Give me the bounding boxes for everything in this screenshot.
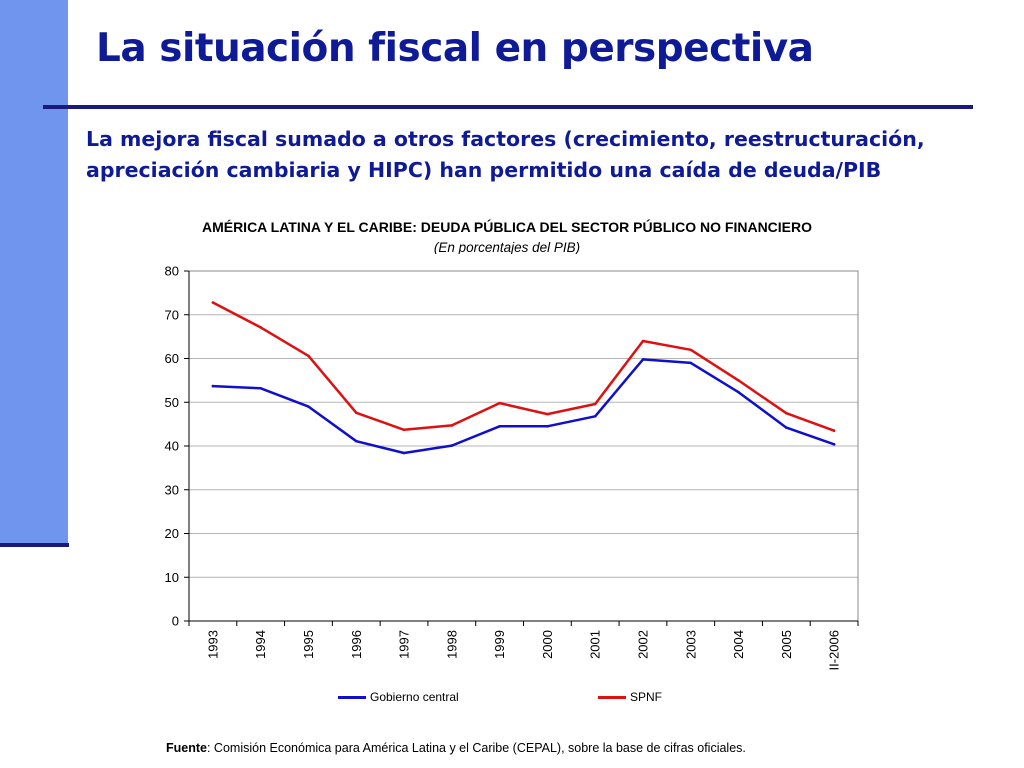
source-note: Fuente: Comisión Económica para América … — [166, 741, 966, 755]
data-point-spnf-1998 — [450, 424, 454, 427]
x-tick-label-1993: 1993 — [205, 630, 220, 659]
data-point-spnf-1996 — [354, 411, 358, 415]
y-tick-label-40: 40 — [165, 439, 179, 454]
side-accent-bar — [0, 0, 68, 545]
x-tick-label-1998: 1998 — [444, 630, 459, 659]
side-accent-underline — [0, 543, 69, 547]
data-point-gobierno-central-1994 — [259, 386, 262, 390]
y-tick-label-30: 30 — [165, 482, 179, 497]
series-line-spnf — [211, 301, 836, 432]
x-tick-label-1997: 1997 — [397, 630, 412, 659]
data-point-gobierno-central-1997 — [402, 451, 406, 455]
y-tick-label-10: 10 — [165, 570, 179, 585]
data-point-spnf-2004 — [737, 379, 740, 382]
source-text: : Comisión Económica para América Latina… — [206, 741, 746, 755]
x-tick-label-1994: 1994 — [253, 630, 268, 659]
y-tick-label-70: 70 — [165, 307, 179, 322]
data-point-gobierno-central-2004 — [737, 390, 740, 394]
x-tick-label-2000: 2000 — [540, 630, 555, 659]
y-tick-label-50: 50 — [165, 395, 179, 410]
data-point-gobierno-central-1996 — [354, 439, 358, 443]
x-tick-label-2003: 2003 — [683, 630, 698, 659]
data-point-gobierno-central-1999 — [498, 425, 501, 428]
y-tick-label-60: 60 — [165, 351, 179, 366]
data-point-gobierno-central-1995 — [307, 405, 310, 408]
data-point-spnf-2003 — [689, 348, 693, 352]
slide-subtitle: La mejora fiscal sumado a otros factores… — [86, 127, 925, 182]
data-point-gobierno-central-1993 — [211, 384, 215, 388]
x-tick-label-1999: 1999 — [492, 630, 507, 659]
data-point-spnf-1999 — [498, 401, 501, 405]
data-point-spnf-1993 — [211, 301, 215, 304]
data-point-gobierno-central-2001 — [593, 414, 597, 418]
data-point-spnf-1995 — [307, 354, 310, 358]
data-point-spnf-2002 — [641, 339, 645, 343]
x-tick-label-1996: 1996 — [349, 630, 364, 659]
data-point-spnf-2001 — [593, 402, 597, 406]
y-tick-label-80: 80 — [165, 264, 179, 279]
series-line-gobierno-central — [211, 358, 836, 455]
x-tick-label-2004: 2004 — [731, 630, 746, 659]
data-point-gobierno-central-2000 — [546, 425, 549, 428]
chart-subtitle-wrap: (En porcentajes del PIB) — [0, 238, 1014, 254]
data-point-spnf-1997 — [402, 428, 406, 432]
chart-title: AMÉRICA LATINA Y EL CARIBE: DEUDA PÚBLIC… — [201, 219, 813, 235]
data-point-gobierno-central-1998 — [450, 444, 454, 447]
legend-swatch-spnf — [598, 695, 626, 699]
x-tick-label-1995: 1995 — [301, 630, 316, 659]
legend-swatch-gobierno-central — [338, 695, 366, 699]
title-divider — [43, 105, 973, 109]
legend-item-spnf: SPNF — [598, 690, 662, 704]
legend-label-gobierno-central: Gobierno central — [370, 690, 459, 704]
chart-subtitle: (En porcentajes del PIB) — [433, 240, 581, 254]
x-tick-label-2005: 2005 — [779, 630, 794, 659]
x-tick-label-2001: 2001 — [588, 630, 603, 659]
data-point-spnf-1994 — [259, 326, 262, 329]
data-point-gobierno-central-II-2006 — [832, 442, 836, 446]
legend-item-gobierno-central: Gobierno central — [338, 690, 459, 704]
data-point-spnf-2000 — [546, 412, 549, 416]
data-point-gobierno-central-2003 — [689, 361, 693, 365]
data-point-gobierno-central-2002 — [641, 358, 645, 361]
x-tick-label-II-2006: II-2006 — [827, 630, 842, 670]
source-label: Fuente — [166, 741, 207, 755]
x-tick-label-2002: 2002 — [635, 630, 650, 659]
slide-title: La situación fiscal en perspectiva — [96, 26, 814, 71]
data-point-spnf-II-2006 — [832, 429, 836, 432]
y-tick-label-20: 20 — [165, 526, 179, 541]
y-tick-label-0: 0 — [172, 614, 179, 629]
data-point-spnf-2005 — [785, 411, 788, 415]
data-point-gobierno-central-2005 — [785, 426, 788, 429]
legend-label-spnf: SPNF — [630, 690, 663, 704]
